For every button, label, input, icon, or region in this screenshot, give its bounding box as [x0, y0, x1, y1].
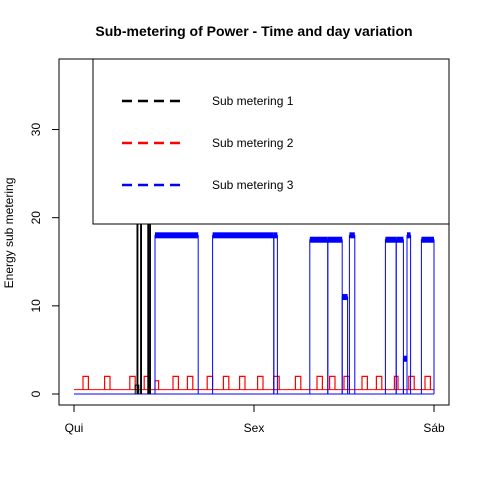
series-2-spike-21	[424, 375, 431, 390]
series-2-spike-7	[186, 375, 194, 390]
series-3-block-band-6	[342, 294, 348, 301]
series-3-block-band-7	[349, 232, 355, 239]
legend-box	[92, 58, 450, 225]
x-tick-label: Qui	[65, 421, 84, 435]
series-2-spike-10	[239, 375, 246, 390]
x-tick-label: Sáb	[423, 421, 445, 435]
series-2-spike-2	[103, 375, 111, 390]
series-2-spike-11	[257, 375, 264, 390]
legend-label-2: Sub metering 2	[212, 136, 294, 150]
chart-title: Sub-metering of Power - Time and day var…	[95, 23, 412, 39]
series-2-spike-14	[316, 375, 323, 390]
series-3-block-1	[154, 234, 199, 394]
series-3-block-3	[273, 234, 278, 394]
series-2-spike-12	[273, 375, 280, 390]
legend-label-1: Sub metering 1	[212, 94, 294, 108]
y-tick-label: 20	[29, 211, 43, 225]
legend-label-3: Sub metering 3	[212, 178, 294, 192]
series-3-block-10	[402, 358, 408, 394]
series-2-spike-16	[343, 375, 350, 390]
series-2-spike-8	[206, 375, 214, 390]
series-3-block-7	[348, 234, 356, 394]
x-tick-label: Sex	[244, 421, 265, 435]
series-3-block-band-11	[407, 232, 411, 239]
series-2-spike-13	[294, 375, 302, 390]
series-3-block-6	[341, 296, 349, 394]
y-tick-label: 10	[29, 299, 43, 313]
series-3-block-band-10	[403, 355, 407, 362]
series-2-spike-3	[129, 375, 136, 390]
series-2-spike-17	[361, 375, 368, 390]
series-3-block-5	[327, 239, 343, 394]
series-3-block-8	[384, 239, 397, 394]
series-3-block-band-9	[396, 236, 404, 243]
series-3-block-band-12	[421, 236, 434, 243]
series-3-block-2	[212, 234, 275, 394]
series-3-block-9	[395, 239, 404, 394]
series-3-block-4	[309, 239, 329, 394]
series-3-block-12	[420, 239, 435, 394]
series-2-spike-6	[172, 375, 179, 390]
legend: Sub metering 1 Sub metering 2 Sub metering…	[92, 58, 450, 225]
series-2-spike-15	[329, 375, 336, 390]
y-tick-label: 30	[29, 123, 43, 137]
series-3-block-band-2	[212, 232, 274, 239]
series-2-spike-20	[408, 375, 415, 390]
axis-layer: 0 10 20 30 Qui Sex Sáb	[29, 123, 445, 435]
series-3-block-band-3	[273, 232, 278, 239]
series-3-block-band-1	[155, 232, 199, 239]
series-3-block-band-8	[385, 236, 397, 243]
series-2-spike-5	[154, 380, 160, 390]
series-2-spike-18	[375, 375, 383, 390]
series-2-spike-9	[222, 375, 230, 390]
y-tick-label: 0	[29, 390, 43, 397]
series-3-block-band-4	[309, 236, 328, 243]
y-axis-label: Energy sub metering	[2, 178, 16, 289]
series-3-block-band-5	[327, 236, 343, 243]
series-3-block-11	[406, 234, 412, 394]
series-2-spike-1	[82, 375, 90, 390]
